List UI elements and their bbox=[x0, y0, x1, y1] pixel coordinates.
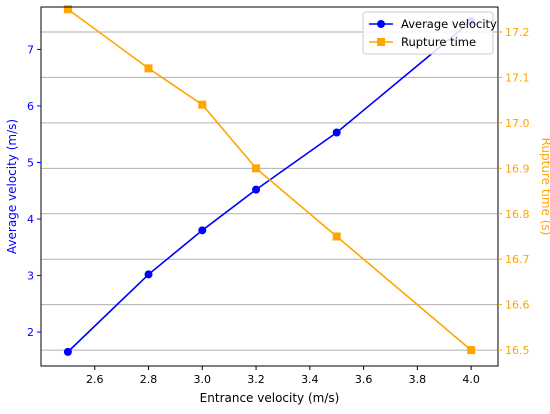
rupture-time-point bbox=[252, 164, 261, 173]
series-layer bbox=[63, 5, 476, 356]
y-right-tick-label: 17.0 bbox=[505, 117, 530, 130]
grid-layer bbox=[41, 31, 498, 351]
y-right-tick-label: 16.8 bbox=[505, 208, 530, 221]
y-right-tick-label: 17.2 bbox=[505, 26, 530, 39]
x-axis-label: Entrance velocity (m/s) bbox=[200, 391, 340, 405]
average-velocity-point bbox=[63, 347, 72, 356]
average-velocity-point bbox=[144, 270, 153, 279]
y-right-tick-label: 16.9 bbox=[505, 162, 530, 175]
y-right-tick-label: 16.7 bbox=[505, 253, 530, 266]
y-right-tick-label: 16.6 bbox=[505, 299, 530, 312]
average-velocity-point bbox=[198, 226, 207, 235]
legend-marker-average-velocity bbox=[377, 20, 385, 28]
x-tick-label: 3.2 bbox=[247, 373, 265, 386]
plot-frame bbox=[40, 6, 499, 367]
axis-layer: 2.6 2.8 3.0 3.2 3.4 3.6 3.8 4.0 2 3 4 5 6 7 16.5 16.6 16… bbox=[27, 26, 530, 386]
legend: Average velocity Rupture time bbox=[362, 11, 497, 55]
legend-label-average-velocity: Average velocity bbox=[401, 17, 497, 31]
x-tick-label: 3.0 bbox=[194, 373, 212, 386]
y-right-tick-label: 17.1 bbox=[505, 71, 530, 84]
average-velocity-line bbox=[67, 20, 472, 353]
legend-label-rupture-time: Rupture time bbox=[401, 35, 476, 49]
rupture-time-point bbox=[198, 100, 207, 109]
y-left-tick-label: 7 bbox=[27, 43, 34, 56]
y-axis-left-label: Average velocity (m/s) bbox=[5, 119, 19, 254]
y-left-tick-label: 3 bbox=[27, 270, 34, 283]
x-tick-label: 3.6 bbox=[355, 373, 373, 386]
rupture-time-line bbox=[67, 8, 472, 351]
x-tick-label: 2.8 bbox=[140, 373, 158, 386]
rupture-time-point bbox=[144, 64, 153, 73]
legend-marker-rupture-time bbox=[377, 38, 385, 46]
rupture-time-point bbox=[332, 232, 341, 241]
y-right-tick-label: 16.5 bbox=[505, 344, 530, 357]
y-left-tick-label: 4 bbox=[27, 213, 34, 226]
y-left-tick-label: 6 bbox=[27, 100, 34, 113]
y-left-tick-label: 5 bbox=[27, 156, 34, 169]
legend-items: Average velocity Rupture time bbox=[369, 17, 497, 49]
y-axis-right-label: Rupture time (s) bbox=[539, 138, 550, 236]
x-tick-label: 2.6 bbox=[86, 373, 104, 386]
rupture-time-point bbox=[63, 5, 72, 14]
x-tick-label: 3.8 bbox=[409, 373, 427, 386]
rupture-time-point bbox=[467, 346, 476, 355]
y-left-tick-label: 2 bbox=[27, 326, 34, 339]
x-tick-label: 4.0 bbox=[462, 373, 480, 386]
average-velocity-point bbox=[252, 185, 261, 194]
x-tick-label: 3.4 bbox=[301, 373, 319, 386]
legend-box bbox=[362, 11, 494, 55]
average-velocity-point bbox=[332, 128, 341, 137]
